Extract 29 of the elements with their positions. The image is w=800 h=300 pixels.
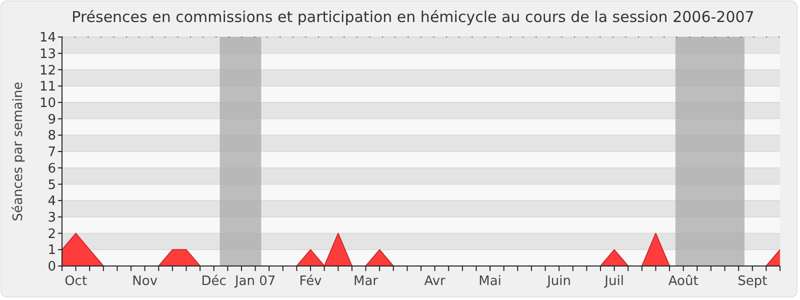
y-tick-label: 14 bbox=[39, 30, 56, 46]
y-tick-label: 10 bbox=[39, 96, 56, 111]
y-tick-label: 9 bbox=[48, 112, 56, 128]
x-tick-label: Oct bbox=[64, 274, 88, 289]
y-tick-label: 5 bbox=[48, 178, 56, 193]
x-tick-label: Mai bbox=[478, 274, 502, 289]
y-tick-label: 12 bbox=[39, 63, 56, 78]
y-tick-label: 4 bbox=[48, 194, 56, 210]
y-tick-label: 6 bbox=[48, 161, 56, 176]
x-tick-label: Fév bbox=[299, 274, 322, 289]
x-tick-label: Mar bbox=[354, 274, 379, 289]
chart-title: Présences en commissions et participation en hémicycle au cours de la session 2006-2007 bbox=[72, 8, 754, 26]
y-tick-label: 0 bbox=[48, 260, 56, 275]
y-tick-label: 1 bbox=[48, 243, 56, 258]
y-tick-label: 8 bbox=[48, 128, 56, 144]
y-tick-label: 11 bbox=[39, 80, 56, 95]
y-tick-label: 2 bbox=[48, 226, 56, 242]
x-tick-label: Jan 07 bbox=[234, 274, 276, 289]
x-tick-label: Nov bbox=[132, 274, 158, 289]
x-tick-label: Juil bbox=[604, 274, 624, 289]
y-axis-title: Séances par semaine bbox=[11, 82, 26, 222]
x-tick-label: Juin bbox=[546, 274, 572, 289]
x-tick-label: Avr bbox=[424, 274, 446, 289]
x-tick-label: Août bbox=[668, 274, 698, 289]
y-tick-label: 13 bbox=[39, 46, 56, 62]
x-tick-label: Déc bbox=[201, 274, 226, 289]
y-tick-label: 3 bbox=[48, 210, 56, 226]
y-tick-label: 7 bbox=[48, 145, 56, 160]
x-tick-label: Sept bbox=[738, 274, 768, 289]
